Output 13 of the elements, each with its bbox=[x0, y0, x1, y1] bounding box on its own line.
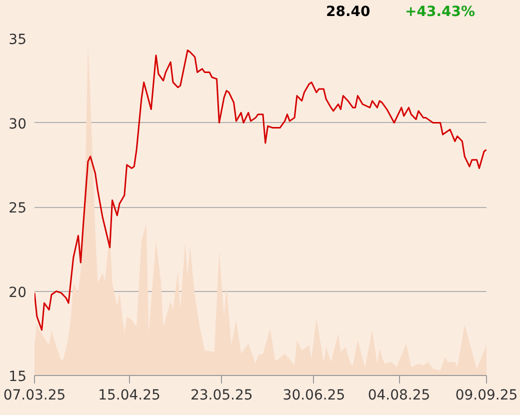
y-tick-label: 25 bbox=[8, 200, 27, 216]
y-tick-label: 35 bbox=[8, 32, 27, 48]
x-tick-label: 04.08.25 bbox=[368, 388, 430, 404]
x-tick-label: 30.06.25 bbox=[282, 388, 346, 404]
y-tick-label: 30 bbox=[8, 116, 27, 132]
y-tick-label: 15 bbox=[8, 369, 27, 385]
text: 28.40 bbox=[326, 3, 370, 22]
y-tick-label: 20 bbox=[8, 284, 27, 301]
x-tick-label: 15.04.25 bbox=[98, 388, 160, 404]
text: +43.43% bbox=[405, 3, 476, 22]
x-tick-label: 23.05.25 bbox=[190, 388, 253, 404]
x-tick-label: 07.03.25 bbox=[3, 388, 66, 404]
x-tick-label: 09.09.25 bbox=[455, 388, 518, 404]
